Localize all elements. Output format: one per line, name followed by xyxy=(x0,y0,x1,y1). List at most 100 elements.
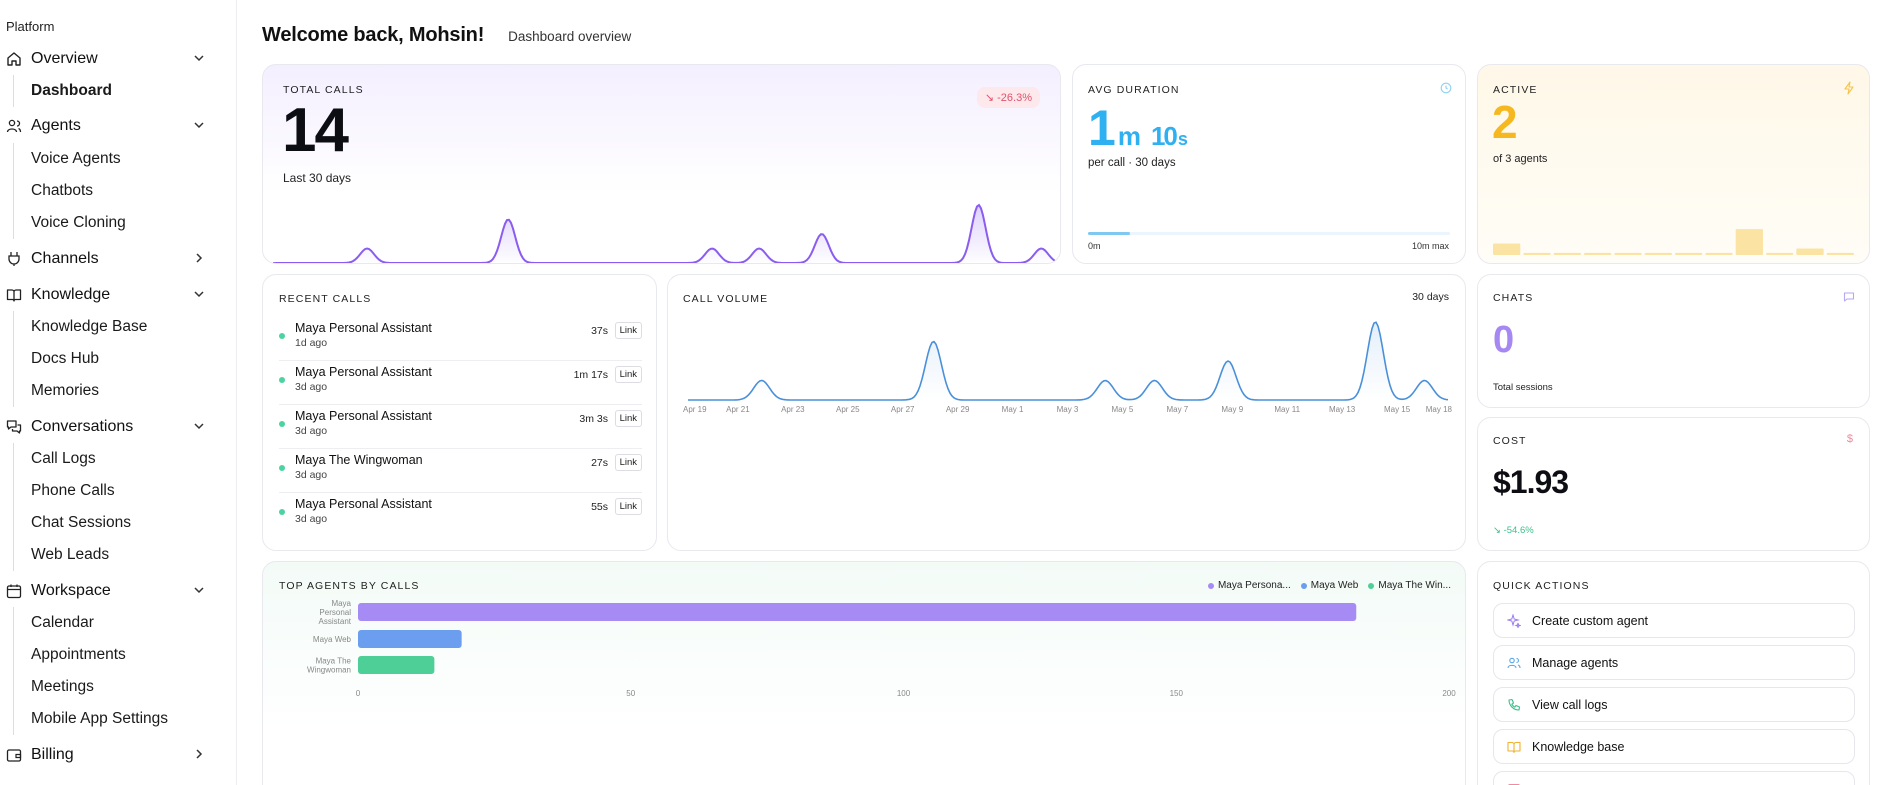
call-link-button[interactable]: Link xyxy=(614,454,642,471)
chat-icon xyxy=(6,419,22,435)
active-value: 2 xyxy=(1492,96,1518,148)
active-bar xyxy=(1614,252,1642,255)
top-agents-card: TOP AGENTS BY CALLS Maya Persona... Maya… xyxy=(262,561,1466,785)
call-link-button[interactable]: Link xyxy=(614,366,642,383)
chevron-down-icon[interactable] xyxy=(192,419,206,433)
legend-label: Maya Persona... xyxy=(1217,580,1291,591)
quick-actions-card: QUICK ACTIONS Create custom agent Manage… xyxy=(1477,561,1870,785)
sidebar-item-phone-calls[interactable]: Phone Calls xyxy=(31,482,115,499)
manage-agents-button[interactable]: Manage agents xyxy=(1493,645,1855,680)
call-link-button[interactable]: Link xyxy=(614,322,642,339)
calendar-icon xyxy=(6,583,22,599)
chevron-down-icon[interactable] xyxy=(192,118,206,132)
legend-item: Maya Persona... xyxy=(1207,580,1291,591)
volume-line xyxy=(688,321,1449,401)
active-bars-chart xyxy=(1493,229,1854,255)
sidebar-item-chat-sessions[interactable]: Chat Sessions xyxy=(31,514,131,531)
chevron-down-icon[interactable] xyxy=(192,583,206,597)
sidebar-group-conversations[interactable]: Conversations xyxy=(6,416,206,438)
chevron-right-icon[interactable] xyxy=(192,251,206,265)
call-agent-name: Maya The Wingwoman xyxy=(295,453,423,467)
phone-icon xyxy=(1506,697,1522,713)
sidebar-item-docs-hub[interactable]: Docs Hub xyxy=(31,350,100,367)
legend-label: Maya The Win... xyxy=(1378,580,1451,591)
knowledge-base-button[interactable]: Knowledge base xyxy=(1493,729,1855,764)
sidebar-group-knowledge[interactable]: Knowledge xyxy=(6,284,206,306)
status-dot xyxy=(279,509,285,515)
view-call-logs-button[interactable]: View call logs xyxy=(1493,687,1855,722)
sidebar-item-knowledge-base[interactable]: Knowledge Base xyxy=(31,318,148,335)
call-volume-chart: Apr 19 Apr 21 Apr 23 Apr 25 Apr 27 Apr 29 May … xyxy=(683,321,1453,414)
card-label: AVG DURATION xyxy=(1088,84,1180,96)
sidebar-group-label: Billing xyxy=(31,746,74,763)
recent-call-row[interactable]: Maya Personal Assistant 1d ago 37s Link xyxy=(279,317,642,361)
period-label: Last 30 days xyxy=(283,171,352,185)
sidebar-group-workspace[interactable]: Workspace xyxy=(6,580,206,602)
x-tick-label: 0 xyxy=(356,689,361,698)
create-custom-agent-button[interactable]: Create custom agent xyxy=(1493,603,1855,638)
sidebar-item-voice-cloning[interactable]: Voice Cloning xyxy=(31,214,126,231)
chevron-down-icon[interactable] xyxy=(192,51,206,65)
lightning-icon xyxy=(1844,81,1854,95)
book-icon xyxy=(6,287,22,303)
sidebar-item-chatbots[interactable]: Chatbots xyxy=(31,182,94,199)
active-bar xyxy=(1523,252,1551,255)
duration-seconds-unit: s xyxy=(1177,129,1188,149)
sidebar-item-memories[interactable]: Memories xyxy=(31,382,100,399)
active-bar xyxy=(1644,252,1672,255)
call-time: 1d ago xyxy=(295,337,328,349)
chevron-down-icon[interactable] xyxy=(192,287,206,301)
sidebar-group-overview[interactable]: Overview xyxy=(6,48,206,70)
x-tick-label: 200 xyxy=(1442,689,1456,698)
recent-call-row[interactable]: Maya Personal Assistant 3d ago 1m 17s Link xyxy=(279,361,642,405)
active-bar xyxy=(1796,248,1824,255)
x-tick-label: May 9 xyxy=(1221,405,1243,414)
sidebar-group-channels[interactable]: Channels xyxy=(6,248,206,270)
change-badge: ↘ -26.3% xyxy=(976,87,1040,108)
category-label: Personal xyxy=(319,608,351,617)
sidebar-group-label: Agents xyxy=(31,117,81,134)
more-actions-button[interactable] xyxy=(1493,771,1855,785)
x-tick-label: May 18 xyxy=(1426,405,1453,414)
sidebar-sub-workspace: Calendar Appointments Meetings Mobile Ap… xyxy=(13,607,193,735)
scale-max: 10m max xyxy=(1411,241,1449,251)
call-time: 3d ago xyxy=(295,381,328,393)
active-bar xyxy=(1735,229,1763,255)
recent-call-row[interactable]: Maya Personal Assistant 3d ago 55s Link xyxy=(279,493,642,537)
recent-call-row[interactable]: Maya Personal Assistant 3d ago 3m 3s Link xyxy=(279,405,642,449)
active-caption: of 3 agents xyxy=(1493,153,1548,165)
x-tick-label: Apr 23 xyxy=(781,405,805,414)
chevron-right-icon[interactable] xyxy=(192,747,206,761)
chats-caption: Total sessions xyxy=(1493,382,1553,393)
sidebar-item-mobile-app-settings[interactable]: Mobile App Settings xyxy=(31,710,169,727)
sidebar-group-agents[interactable]: Agents xyxy=(6,115,206,137)
volume-area xyxy=(688,322,1448,400)
users-icon xyxy=(1506,655,1522,671)
x-tick-label: May 11 xyxy=(1274,405,1300,414)
action-label: View call logs xyxy=(1532,697,1608,712)
sidebar-item-appointments[interactable]: Appointments xyxy=(31,646,126,663)
sidebar-item-web-leads[interactable]: Web Leads xyxy=(31,546,110,563)
agent-bar xyxy=(358,603,1357,621)
cost-card: COST $ $1.93 ↘ -54.6% xyxy=(1477,417,1870,551)
change-value: -26.3% xyxy=(997,92,1032,104)
sidebar-item-dashboard[interactable]: Dashboard xyxy=(31,82,112,99)
x-tick-label: Apr 21 xyxy=(726,405,750,414)
call-duration: 3m 3s xyxy=(579,413,608,425)
sidebar-group-label: Conversations xyxy=(31,418,134,435)
sidebar-group-billing[interactable]: Billing xyxy=(6,744,206,766)
call-link-button[interactable]: Link xyxy=(614,498,642,515)
active-bar xyxy=(1705,252,1733,255)
sidebar: Platform Overview Dashboard Agents Voice… xyxy=(0,0,237,785)
x-tick-label: May 15 xyxy=(1384,405,1411,414)
sidebar-item-voice-agents[interactable]: Voice Agents xyxy=(31,150,121,167)
sidebar-item-calendar[interactable]: Calendar xyxy=(31,614,94,631)
x-tick-label: May 3 xyxy=(1057,405,1079,414)
duration-seconds: 10 xyxy=(1150,121,1178,151)
sidebar-item-call-logs[interactable]: Call Logs xyxy=(31,450,96,467)
call-link-button[interactable]: Link xyxy=(614,410,642,427)
dollar-icon: $ xyxy=(1846,433,1853,445)
recent-call-row[interactable]: Maya The Wingwoman 3d ago 27s Link xyxy=(279,449,642,493)
sidebar-item-meetings[interactable]: Meetings xyxy=(31,678,94,695)
clock-icon xyxy=(1440,82,1452,94)
